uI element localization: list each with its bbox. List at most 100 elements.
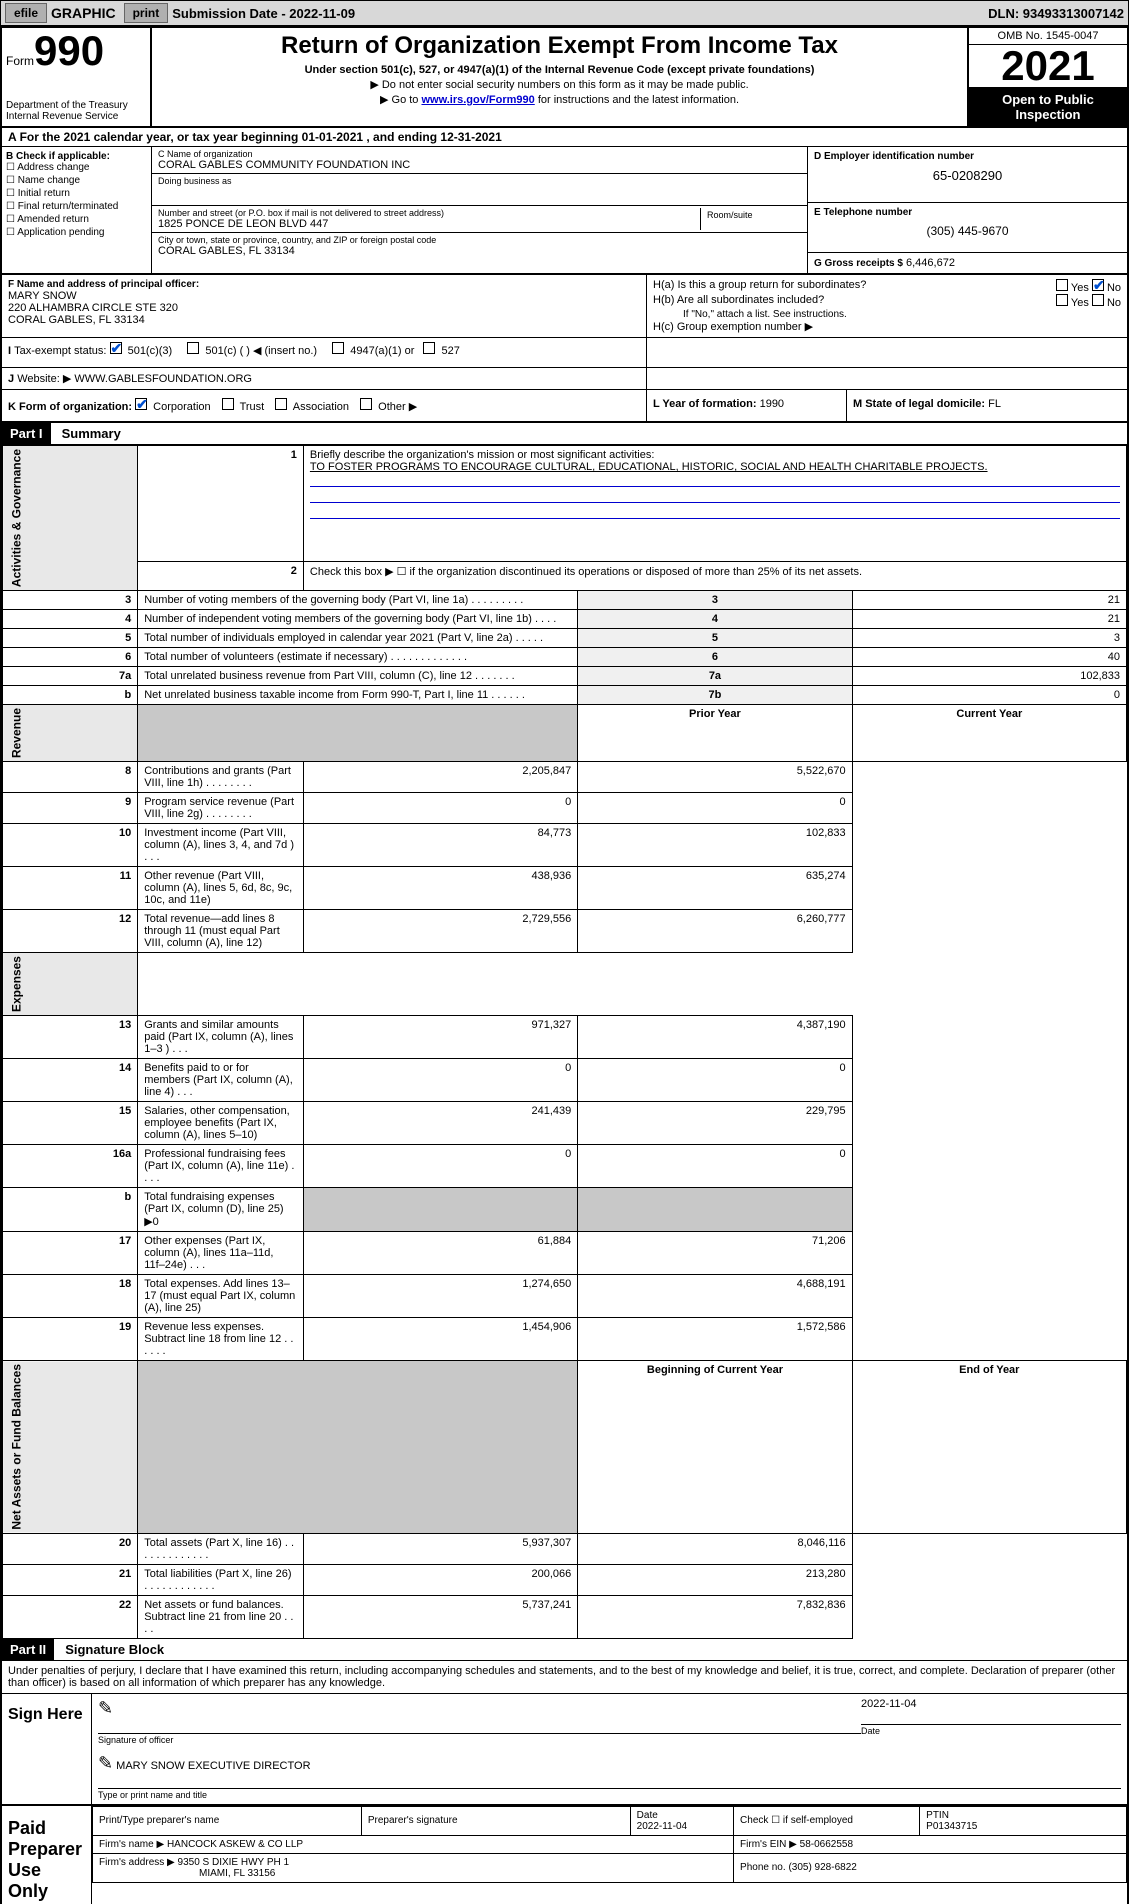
- h-c-label: H(c) Group exemption number ▶: [653, 320, 1121, 333]
- chk-initial-return[interactable]: ☐ Initial return: [6, 188, 147, 199]
- ein-label: D Employer identification number: [814, 151, 1121, 162]
- chk-trust[interactable]: [222, 398, 234, 410]
- h-b-label: H(b) Are all subordinates included?: [653, 294, 1056, 309]
- sign-here-label: Sign Here: [2, 1694, 92, 1804]
- row-j: J Website: ▶ WWW.GABLESFOUNDATION.ORG: [2, 368, 1127, 390]
- box-i: I Tax-exempt status: 501(c)(3) 501(c) ( …: [8, 342, 640, 357]
- top-bar: efile GRAPHIC print Submission Date - 20…: [0, 0, 1129, 26]
- chk-ha-no[interactable]: [1092, 279, 1104, 291]
- paid-preparer-row: Paid Preparer Use Only Print/Type prepar…: [2, 1806, 1127, 1904]
- side-expenses: Expenses: [3, 953, 138, 1016]
- sig-date-value: 2022-11-04: [861, 1698, 1121, 1710]
- box-c: C Name of organization CORAL GABLES COMM…: [152, 147, 807, 273]
- prep-h4: Check ☐ if self-employed: [734, 1806, 920, 1835]
- sig-date-line: Date: [861, 1724, 1121, 1736]
- submission-date: Submission Date - 2022-11-09: [172, 6, 355, 21]
- part2-header-row: Part II Signature Block: [2, 1639, 1127, 1661]
- tax-year: 2021: [969, 45, 1127, 88]
- form-header: Form 990 Department of the Treasury Inte…: [2, 28, 1127, 128]
- phone-label: E Telephone number: [814, 207, 1121, 218]
- firm-addr1: 9350 S DIXIE HWY PH 1: [178, 1857, 290, 1868]
- firm-ein: 58-0662558: [800, 1839, 853, 1850]
- note2-post: for instructions and the latest informat…: [535, 94, 739, 106]
- officer-name: MARY SNOW: [8, 290, 640, 302]
- prep-h3: Date: [637, 1810, 658, 1821]
- box-f: F Name and address of principal officer:…: [2, 275, 647, 337]
- chk-amended[interactable]: ☐ Amended return: [6, 214, 147, 225]
- mission-label: Briefly describe the organization's miss…: [310, 449, 654, 461]
- side-net-assets: Net Assets or Fund Balances: [3, 1361, 138, 1534]
- gross-label: G Gross receipts $: [814, 258, 903, 269]
- form-container: Form 990 Department of the Treasury Inte…: [0, 26, 1129, 1904]
- chk-hb-no[interactable]: [1092, 294, 1104, 306]
- hdr-beginning: Beginning of Current Year: [578, 1361, 852, 1534]
- side-revenue: Revenue: [3, 705, 138, 762]
- chk-address-change[interactable]: ☐ Address change: [6, 162, 147, 173]
- prep-ptin: P01343715: [926, 1821, 977, 1832]
- firm-name: HANCOCK ASKEW & CO LLP: [167, 1839, 303, 1850]
- efile-button[interactable]: efile: [5, 3, 47, 23]
- ein-value: 65-0208290: [814, 168, 1121, 183]
- chk-501c3[interactable]: [110, 342, 122, 354]
- phone-value: (305) 445-9670: [814, 224, 1121, 238]
- note2-pre: ▶ Go to: [380, 94, 421, 106]
- hdr-prior-year: Prior Year: [578, 705, 852, 762]
- officer-addr1: 220 ALHAMBRA CIRCLE STE 320: [8, 302, 640, 314]
- firm-addr2: MIAMI, FL 33156: [99, 1868, 275, 1879]
- chk-hb-yes[interactable]: [1056, 294, 1068, 306]
- firm-phone: (305) 928-6822: [788, 1862, 856, 1873]
- website-value: WWW.GABLESFOUNDATION.ORG: [74, 373, 252, 385]
- year-formation-label: L Year of formation:: [653, 398, 757, 410]
- line2: Check this box ▶ ☐ if the organization d…: [303, 561, 1126, 590]
- part1-badge: Part I: [2, 423, 51, 444]
- form-word: Form: [6, 54, 34, 68]
- prep-h1: Print/Type preparer's name: [93, 1806, 362, 1835]
- firm-label: Firm's name ▶: [99, 1839, 164, 1850]
- part2-title: Signature Block: [57, 1642, 164, 1657]
- tax-exempt-label: Tax-exempt status:: [14, 345, 106, 357]
- dept-treasury: Department of the Treasury Internal Reve…: [6, 100, 146, 122]
- chk-app-pending[interactable]: ☐ Application pending: [6, 227, 147, 238]
- chk-corp[interactable]: [135, 398, 147, 410]
- box-h: H(a) Is this a group return for subordin…: [647, 275, 1127, 337]
- officer-sig-name: MARY SNOW EXECUTIVE DIRECTOR: [116, 1760, 310, 1772]
- form-org-label: K Form of organization:: [8, 401, 132, 413]
- penalty-text: Under penalties of perjury, I declare th…: [2, 1661, 1127, 1694]
- domicile-label: M State of legal domicile:: [853, 398, 985, 410]
- chk-4947[interactable]: [332, 342, 344, 354]
- firm-phone-label: Phone no.: [740, 1862, 786, 1873]
- print-button[interactable]: print: [124, 3, 169, 23]
- addr-label: Number and street (or P.O. box if mail i…: [158, 208, 700, 218]
- year-formation: 1990: [760, 398, 784, 410]
- side-activities: Activities & Governance: [3, 446, 138, 591]
- row-f-h: F Name and address of principal officer:…: [2, 275, 1127, 338]
- chk-501c[interactable]: [187, 342, 199, 354]
- period-text: For the 2021 calendar year, or tax year …: [20, 130, 502, 144]
- chk-other[interactable]: [360, 398, 372, 410]
- open-inspection: Open to Public Inspection: [969, 88, 1127, 126]
- part1-title: Summary: [54, 426, 121, 441]
- paid-prep-label: Paid Preparer Use Only: [2, 1806, 92, 1904]
- box-b-title: B Check if applicable:: [6, 151, 147, 162]
- mission-text: TO FOSTER PROGRAMS TO ENCOURAGE CULTURAL…: [310, 461, 988, 473]
- chk-final-return[interactable]: ☐ Final return/terminated: [6, 201, 147, 212]
- h-b-note: If "No," attach a list. See instructions…: [653, 309, 1121, 320]
- chk-assoc[interactable]: [275, 398, 287, 410]
- irs-link[interactable]: www.irs.gov/Form990: [421, 94, 534, 106]
- firm-ein-label: Firm's EIN ▶: [740, 1839, 797, 1850]
- room-label: Room/suite: [701, 208, 801, 230]
- tax-period: A For the 2021 calendar year, or tax yea…: [2, 128, 1127, 147]
- form-title: Return of Organization Exempt From Incom…: [160, 32, 959, 60]
- chk-ha-yes[interactable]: [1056, 279, 1068, 291]
- part1-header-row: Part I Summary: [2, 423, 1127, 445]
- chk-527[interactable]: [423, 342, 435, 354]
- chk-name-change[interactable]: ☐ Name change: [6, 175, 147, 186]
- officer-label: F Name and address of principal officer:: [8, 279, 640, 290]
- gross-value: 6,446,672: [906, 257, 955, 269]
- info-grid: B Check if applicable: ☐ Address change …: [2, 147, 1127, 275]
- form-subtitle: Under section 501(c), 527, or 4947(a)(1)…: [160, 64, 959, 76]
- hdr-current-year: Current Year: [852, 705, 1126, 762]
- sig-officer-line: Signature of officer: [98, 1733, 861, 1745]
- officer-addr2: CORAL GABLES, FL 33134: [8, 314, 640, 326]
- org-name-label: C Name of organization: [158, 149, 801, 159]
